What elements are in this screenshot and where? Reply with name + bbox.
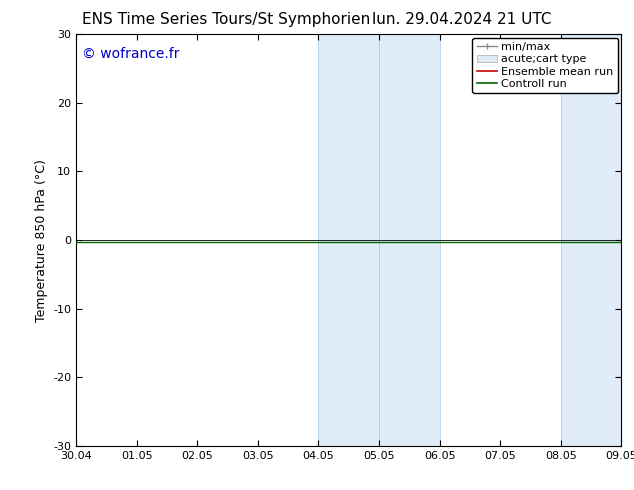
- Text: © wofrance.fr: © wofrance.fr: [82, 47, 179, 61]
- Bar: [560, 34, 621, 446]
- Text: ENS Time Series Tours/St Symphorien: ENS Time Series Tours/St Symphorien: [82, 12, 371, 27]
- Bar: [318, 34, 379, 446]
- Y-axis label: Temperature 850 hPa (°C): Temperature 850 hPa (°C): [34, 159, 48, 321]
- Legend: min/max, acute;cart type, Ensemble mean run, Controll run: min/max, acute;cart type, Ensemble mean …: [472, 38, 618, 93]
- Bar: [379, 34, 439, 446]
- Text: lun. 29.04.2024 21 UTC: lun. 29.04.2024 21 UTC: [372, 12, 552, 27]
